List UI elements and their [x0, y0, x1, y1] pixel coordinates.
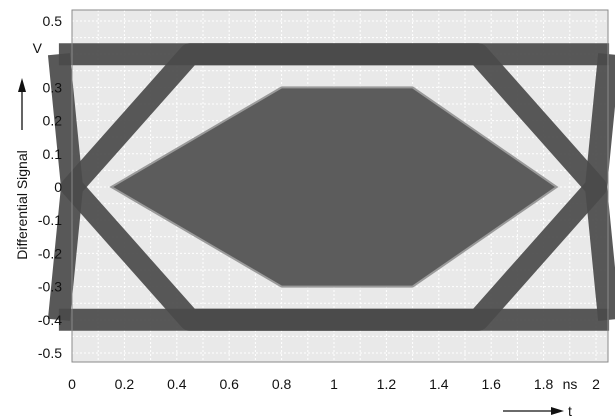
x-tick-label: 0.2	[115, 376, 135, 392]
eye-traces	[47, 43, 615, 331]
x-tick-labels: 0 0.2 0.4 0.6 0.8 1 1.2 1.4 1.6 1.8 2	[68, 376, 600, 392]
x-tick-label: 0	[68, 376, 76, 392]
y-tick-label: -0.2	[38, 245, 62, 261]
y-axis-title: Differential Signal	[14, 150, 30, 259]
y-unit-label: V	[33, 40, 43, 56]
x-tick-label: 1.2	[377, 376, 397, 392]
x-tick-label: 1	[330, 376, 338, 392]
y-tick-label: -0.4	[38, 312, 62, 328]
y-axis-title-group: Differential Signal	[14, 78, 30, 260]
x-axis-arrow-head	[551, 407, 564, 415]
x-axis-title: t	[568, 403, 572, 419]
x-tick-label: 1.6	[481, 376, 501, 392]
x-tick-label: 0.4	[167, 376, 187, 392]
y-tick-label: -0.1	[38, 212, 62, 228]
y-tick-label: 0.3	[43, 79, 63, 95]
x-unit-label: ns	[563, 376, 578, 392]
y-tick-label: 0.2	[43, 113, 63, 129]
y-tick-labels: 0.5 0.3 0.2 0.1 0 -0.1 -0.2 -0.3 -0.4 -0.5	[38, 13, 62, 361]
y-axis-arrow-head	[18, 78, 26, 92]
y-tick-label: 0.5	[43, 13, 63, 29]
x-tick-label: 1.8	[534, 376, 554, 392]
eye-mask	[109, 86, 559, 288]
x-tick-label: 1.4	[429, 376, 449, 392]
x-tick-label: 2	[592, 376, 600, 392]
y-tick-label: 0.1	[43, 146, 63, 162]
y-tick-label: -0.5	[38, 345, 62, 361]
x-tick-label: 0.8	[272, 376, 292, 392]
plot-frame	[71, 9, 609, 363]
y-tick-label: 0	[54, 179, 62, 195]
x-axis-title-group: t	[503, 403, 572, 419]
x-tick-label: 0.6	[219, 376, 239, 392]
y-tick-label: -0.3	[38, 279, 62, 295]
